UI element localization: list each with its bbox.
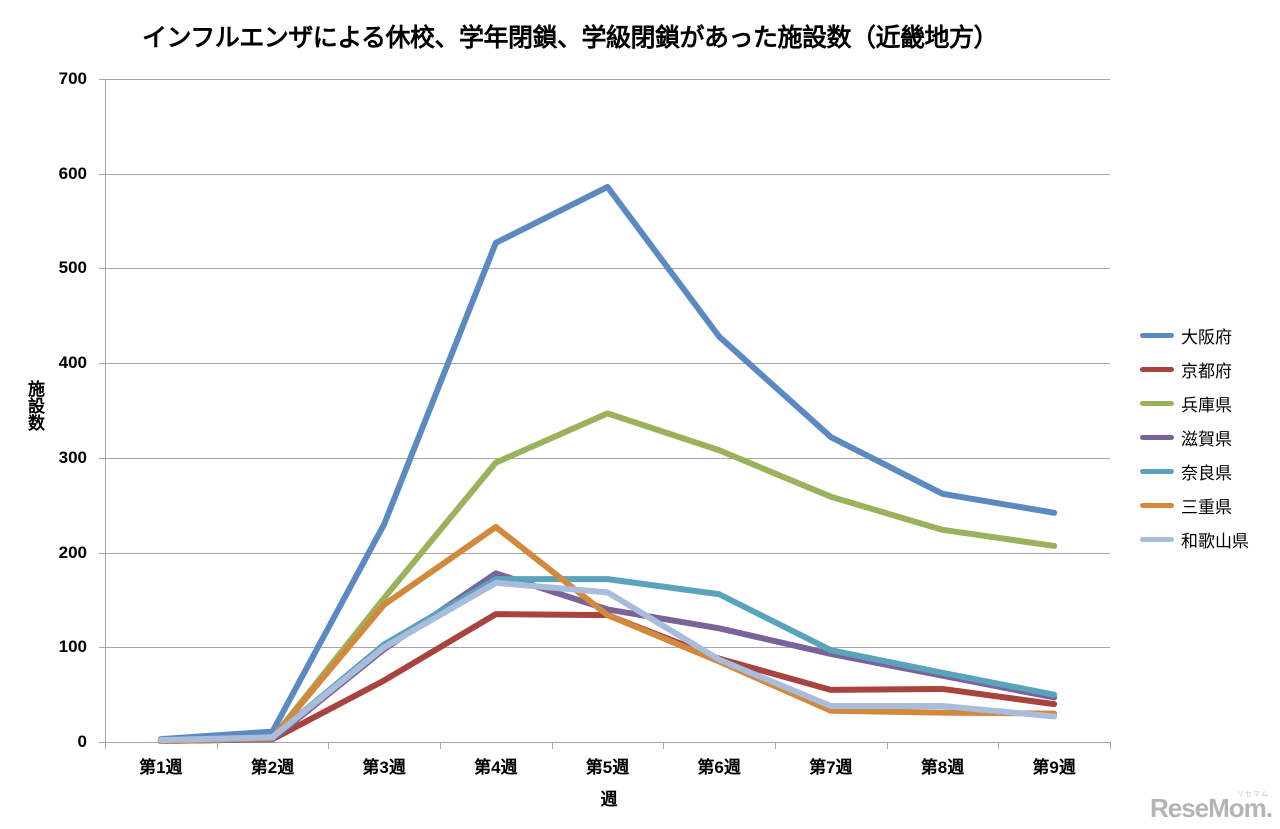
x-tick-label: 第2週 xyxy=(250,758,295,777)
x-tick-label: 第6週 xyxy=(697,758,741,777)
y-tick-label: 600 xyxy=(58,163,87,183)
legend-label: 兵庫県 xyxy=(1181,395,1232,415)
series-lines xyxy=(157,183,1058,745)
series-line xyxy=(157,579,1058,744)
gridline xyxy=(105,647,1110,649)
legend-item[interactable]: 滋賀県 xyxy=(1140,420,1280,454)
x-tick-label: 第7週 xyxy=(809,758,853,777)
legend-color-swatch xyxy=(1140,536,1174,542)
legend-label: 滋賀県 xyxy=(1181,429,1232,449)
y-tick-label: 400 xyxy=(58,353,87,373)
watermark-subtext: リセマム xyxy=(1237,791,1269,798)
x-tick-label: 第9週 xyxy=(1032,758,1076,777)
x-tick-mark xyxy=(328,742,330,749)
x-tick-mark xyxy=(663,742,665,749)
y-tick-mark xyxy=(99,268,105,270)
watermark-text: ReseMom. xyxy=(1149,793,1273,823)
legend-label: 京都府 xyxy=(1181,361,1232,381)
legend-item[interactable]: 奈良県 xyxy=(1140,454,1280,488)
gridline xyxy=(105,742,1110,743)
gridline xyxy=(105,457,1110,459)
y-axis-line xyxy=(105,79,106,743)
legend-item[interactable]: 和歌山県 xyxy=(1140,522,1280,556)
gridline xyxy=(105,552,1110,554)
x-tick-mark xyxy=(1110,742,1111,749)
x-tick-label: 第3週 xyxy=(362,758,406,777)
gridline xyxy=(105,173,1110,175)
x-tick-mark xyxy=(216,742,218,749)
legend-item[interactable]: 兵庫県 xyxy=(1140,386,1280,420)
y-tick-mark xyxy=(99,552,105,554)
x-tick-mark xyxy=(886,742,888,749)
y-tick-label: 100 xyxy=(58,637,87,657)
y-tick-mark xyxy=(99,457,105,459)
legend-color-swatch xyxy=(1140,434,1174,440)
legend-item[interactable]: 大阪府 xyxy=(1140,318,1280,352)
gridline xyxy=(105,268,1110,270)
plot-area xyxy=(105,79,1110,745)
x-tick-mark xyxy=(105,742,106,749)
y-tick-mark xyxy=(99,363,105,365)
y-tick-label: 0 xyxy=(77,732,87,751)
gridline xyxy=(105,79,1110,80)
legend-label: 和歌山県 xyxy=(1181,531,1249,551)
legend-color-swatch xyxy=(1140,400,1174,406)
legend-color-swatch xyxy=(1140,502,1174,508)
legend-color-swatch xyxy=(1140,332,1174,338)
legend-label: 奈良県 xyxy=(1181,463,1232,483)
x-tick-mark xyxy=(440,742,441,749)
y-tick-mark xyxy=(99,742,105,743)
x-tick-label: 第8週 xyxy=(920,758,965,777)
y-tick-mark xyxy=(99,79,105,80)
y-axis-title: 施設数 xyxy=(25,380,44,431)
x-tick-label: 第4週 xyxy=(474,758,518,777)
gridline xyxy=(105,363,1110,365)
x-tick-mark xyxy=(551,742,553,749)
y-tick-label: 500 xyxy=(58,258,87,278)
x-axis-title: 週 xyxy=(600,790,618,809)
series-line xyxy=(157,183,1058,743)
legend-color-swatch xyxy=(1140,468,1174,474)
watermark: リセマム ReseMom. xyxy=(1149,789,1273,823)
legend-color-swatch xyxy=(1140,366,1174,372)
y-tick-label: 700 xyxy=(58,69,87,88)
series-line xyxy=(157,524,1058,745)
legend-item[interactable]: 三重県 xyxy=(1140,488,1280,522)
x-tick-label: 第1週 xyxy=(139,758,183,777)
x-tick-mark xyxy=(998,742,1000,749)
y-tick-label: 300 xyxy=(58,447,87,467)
y-tick-mark xyxy=(99,173,105,175)
x-tick-label: 第5週 xyxy=(585,758,630,777)
x-tick-mark xyxy=(775,742,776,749)
chart-title: インフルエンザによる休校、学年閉鎖、学級閉鎖があった施設数（近畿地方） xyxy=(141,24,999,52)
legend-item[interactable]: 京都府 xyxy=(1140,352,1280,386)
chart-legend: 大阪府京都府兵庫県滋賀県奈良県三重県和歌山県 xyxy=(1140,318,1280,556)
y-tick-label: 200 xyxy=(58,542,87,562)
legend-label: 三重県 xyxy=(1181,497,1232,517)
legend-label: 大阪府 xyxy=(1181,327,1232,347)
y-tick-mark xyxy=(99,647,105,649)
